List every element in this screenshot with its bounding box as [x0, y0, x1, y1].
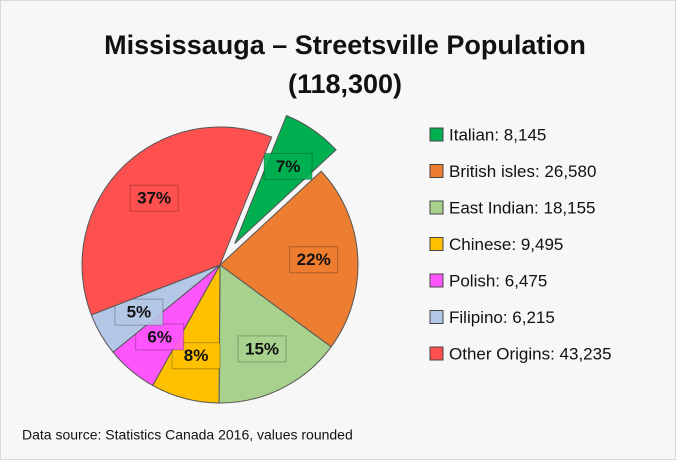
legend-swatch — [429, 127, 444, 142]
legend-swatch — [429, 164, 444, 178]
data-label: 7% — [276, 157, 301, 176]
data-label: 5% — [127, 303, 152, 322]
legend-swatch — [429, 310, 444, 324]
legend-label: Polish: 6,475 — [449, 271, 547, 290]
data-label: 15% — [245, 339, 279, 358]
data-label: 6% — [147, 327, 172, 346]
chart-subtitle: (118,300) — [288, 69, 402, 99]
label-box — [114, 298, 164, 326]
legend-swatch — [429, 273, 444, 288]
data-label: 37% — [137, 189, 171, 208]
legend-swatch — [429, 346, 444, 361]
chart-title: Mississauga – Streetsville Population — [104, 30, 586, 60]
pie-slice — [234, 114, 337, 244]
data-label: 22% — [297, 250, 331, 269]
pie-slice — [219, 170, 359, 348]
label-box — [129, 184, 179, 212]
data-label: 8% — [184, 346, 209, 365]
pie-slice — [81, 126, 273, 316]
legend-swatch — [429, 237, 444, 251]
legend-label: Filipino: 6,215 — [449, 308, 555, 327]
legend-label: Chinese: 9,495 — [449, 235, 563, 254]
label-box — [237, 335, 287, 363]
legend-label: British isles: 26,580 — [449, 162, 596, 181]
legend-label: Italian: 8,145 — [449, 125, 546, 144]
source-note: Data source: Statistics Canada 2016, val… — [22, 427, 353, 443]
legend-label: East Indian: 18,155 — [449, 198, 596, 217]
pie-slice — [218, 264, 332, 404]
label-box — [135, 323, 185, 351]
label-box — [263, 152, 313, 180]
label-box — [289, 246, 339, 274]
legend-label: Other Origins: 43,235 — [449, 344, 612, 363]
legend-swatch — [429, 200, 444, 215]
